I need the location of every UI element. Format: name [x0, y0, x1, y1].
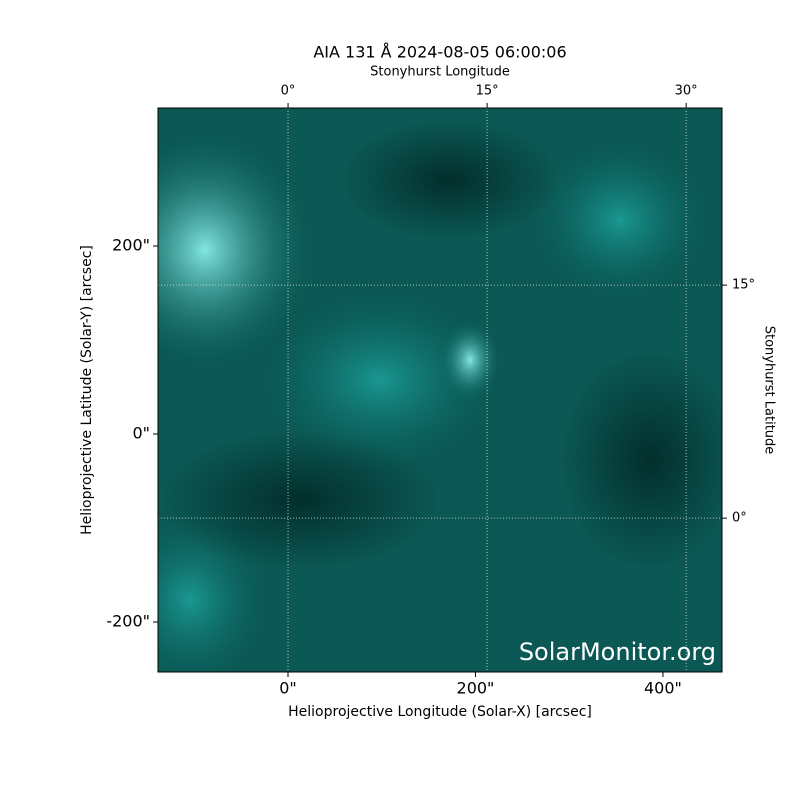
y-tick-label: 0" — [132, 423, 150, 442]
y-tick-label: 200" — [112, 235, 150, 254]
y2-tick-label: 0° — [732, 511, 747, 526]
x2-axis-label: Stonyhurst Longitude — [370, 65, 510, 80]
chart-title: AIA 131 Å 2024-08-05 06:00:06 — [313, 43, 566, 62]
x-tick-label: 0" — [279, 679, 297, 698]
x2-tick-label: 0° — [281, 84, 296, 99]
y2-tick-label: 15° — [732, 278, 755, 293]
y2-axis-label: Stonyhurst Latitude — [762, 326, 777, 455]
x-tick-label: 400" — [644, 679, 682, 698]
x-tick-label: 200" — [457, 679, 495, 698]
y-tick-label: -200" — [106, 611, 150, 630]
x-axis-label: Helioprojective Longitude (Solar-X) [arc… — [288, 704, 592, 720]
plot-frame — [157, 107, 723, 673]
x2-tick-label: 30° — [675, 84, 698, 99]
solar-image — [158, 108, 722, 672]
watermark: SolarMonitor.org — [519, 638, 716, 666]
x2-tick-label: 15° — [476, 84, 499, 99]
y-axis-label: Helioprojective Latitude (Solar-Y) [arcs… — [79, 245, 95, 535]
